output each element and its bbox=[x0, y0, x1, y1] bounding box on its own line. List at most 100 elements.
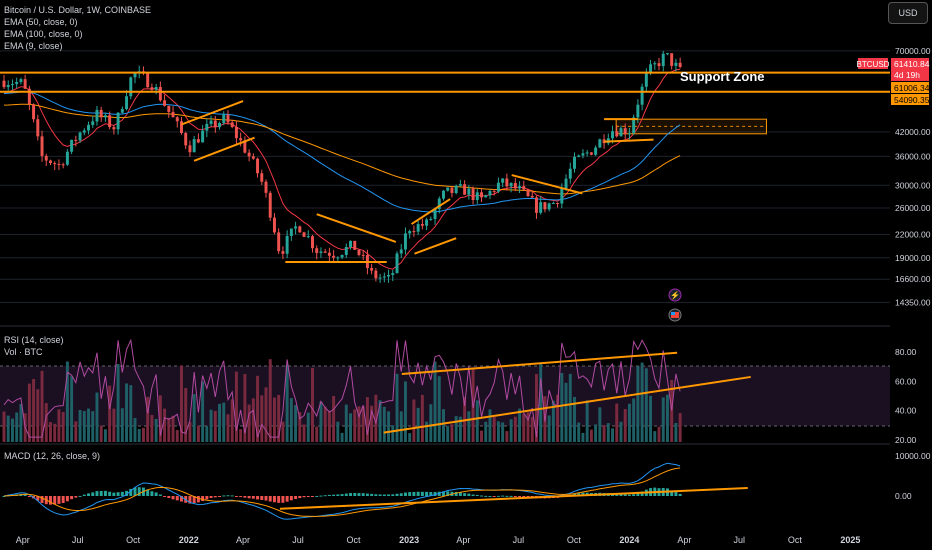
volume-bar bbox=[403, 381, 407, 442]
macd-histogram-bar bbox=[492, 496, 496, 497]
time-tick-label: Oct bbox=[788, 535, 803, 545]
rsi-legend: RSI (14, close) Vol · BTC bbox=[4, 334, 64, 358]
volume-bar bbox=[627, 403, 631, 442]
candle-body bbox=[53, 163, 57, 165]
volume-bar bbox=[661, 397, 665, 442]
candle-body bbox=[188, 145, 192, 153]
volume-bar bbox=[336, 421, 340, 442]
volume-bar bbox=[65, 361, 69, 442]
candle-body bbox=[547, 203, 551, 210]
time-tick-label: Apr bbox=[16, 535, 30, 545]
time-tick-label: Apr bbox=[677, 535, 691, 545]
volume-bar bbox=[150, 414, 154, 442]
volume-bar bbox=[657, 426, 661, 442]
macd-histogram-bar bbox=[353, 492, 357, 496]
macd-histogram-bar bbox=[480, 495, 484, 497]
trendline bbox=[414, 237, 457, 255]
macd-histogram-bar bbox=[247, 496, 251, 499]
macd-histogram-bar bbox=[412, 491, 416, 496]
candles bbox=[2, 50, 682, 283]
macd-histogram-bar bbox=[188, 496, 192, 504]
candle-body bbox=[395, 253, 399, 274]
time-tick-label: 2023 bbox=[399, 535, 419, 545]
volume-bar bbox=[180, 365, 183, 442]
macd-histogram-bar bbox=[640, 491, 644, 496]
macd-histogram-bar bbox=[95, 491, 99, 496]
symbol-tag: BTCUSD bbox=[857, 60, 890, 69]
candle-body bbox=[568, 168, 572, 179]
volume-bar bbox=[256, 375, 260, 442]
volume-bar bbox=[184, 388, 188, 442]
candle-body bbox=[403, 233, 407, 250]
price-tick-label: 42000.00 bbox=[895, 127, 931, 137]
volume-bar bbox=[311, 367, 314, 442]
volume-bar bbox=[374, 394, 378, 442]
volume-bar bbox=[437, 376, 441, 442]
macd-histogram-bar bbox=[429, 492, 433, 496]
volume-bar bbox=[112, 408, 116, 442]
candle-body bbox=[674, 62, 678, 66]
macd-histogram-bar bbox=[433, 491, 437, 496]
candle-body bbox=[480, 192, 484, 198]
macd-histogram-bar bbox=[509, 495, 513, 497]
volume-bar bbox=[19, 403, 23, 442]
candle-body bbox=[454, 185, 458, 194]
candle-body bbox=[416, 224, 420, 232]
candle-body bbox=[442, 190, 445, 199]
macd-histogram-bar bbox=[505, 495, 509, 497]
volume-bar bbox=[560, 373, 564, 442]
trendline-drawings[interactable] bbox=[0, 71, 890, 264]
candle-body bbox=[594, 147, 598, 155]
volume-bar bbox=[272, 397, 276, 442]
macd-histogram-bar bbox=[23, 494, 27, 496]
candle-body bbox=[196, 139, 200, 143]
volume-bar bbox=[141, 427, 145, 442]
candle-body bbox=[581, 153, 585, 156]
candle-body bbox=[412, 231, 416, 233]
candle-body bbox=[112, 127, 116, 130]
volume-bar bbox=[433, 361, 437, 442]
candle-body bbox=[154, 87, 158, 90]
time-tick-label: Apr bbox=[456, 535, 470, 545]
candle-body bbox=[496, 182, 500, 192]
volume-bar bbox=[467, 411, 471, 442]
candle-body bbox=[289, 228, 293, 236]
macd-histogram-bar bbox=[209, 496, 213, 498]
macd-histogram-bar bbox=[112, 492, 116, 496]
flag-icon[interactable] bbox=[668, 308, 682, 322]
candle-body bbox=[171, 111, 175, 118]
candle-body bbox=[10, 84, 14, 86]
candle-body bbox=[27, 88, 31, 105]
macd-histogram-bar bbox=[133, 487, 137, 496]
signal-line bbox=[3, 467, 681, 517]
volume-bar bbox=[382, 406, 386, 442]
volume-bar bbox=[623, 409, 627, 442]
volume-bar bbox=[513, 416, 517, 442]
volume-bar bbox=[475, 400, 479, 442]
volume-bar bbox=[577, 422, 581, 442]
volume-bar bbox=[644, 368, 648, 442]
macd-histogram-bar bbox=[382, 494, 386, 496]
macd-histogram-bar bbox=[260, 496, 264, 501]
volume-bar bbox=[344, 404, 348, 442]
candle-body bbox=[298, 226, 302, 233]
macd-pane bbox=[2, 462, 748, 520]
lightning-icon[interactable]: ⚡ bbox=[668, 288, 682, 302]
macd-histogram-bar bbox=[256, 496, 260, 500]
ema9-legend: EMA (9, close) bbox=[4, 41, 63, 51]
volume-bar bbox=[222, 402, 226, 442]
volume-bar bbox=[99, 425, 103, 442]
trendline bbox=[316, 213, 397, 243]
candle-body bbox=[19, 79, 23, 82]
last-price-tag: BTCUSD 61410.84 4d 19h bbox=[857, 58, 930, 81]
macd-histogram-bar bbox=[425, 491, 429, 496]
symbol-title: Bitcoin / U.S. Dollar, 1W, COINBASE bbox=[4, 5, 152, 15]
candle-body bbox=[467, 188, 471, 195]
volume-bar bbox=[327, 410, 331, 442]
time-axis[interactable]: Apr Jul Oct 2022 Apr Jul Oct 2023 Apr Jul Oct 2024 A… bbox=[16, 535, 861, 545]
candle-body bbox=[70, 139, 74, 152]
macd-histogram-bar bbox=[336, 494, 340, 496]
currency-button[interactable]: USD bbox=[888, 2, 928, 24]
rsi-trendlines[interactable] bbox=[383, 351, 751, 434]
